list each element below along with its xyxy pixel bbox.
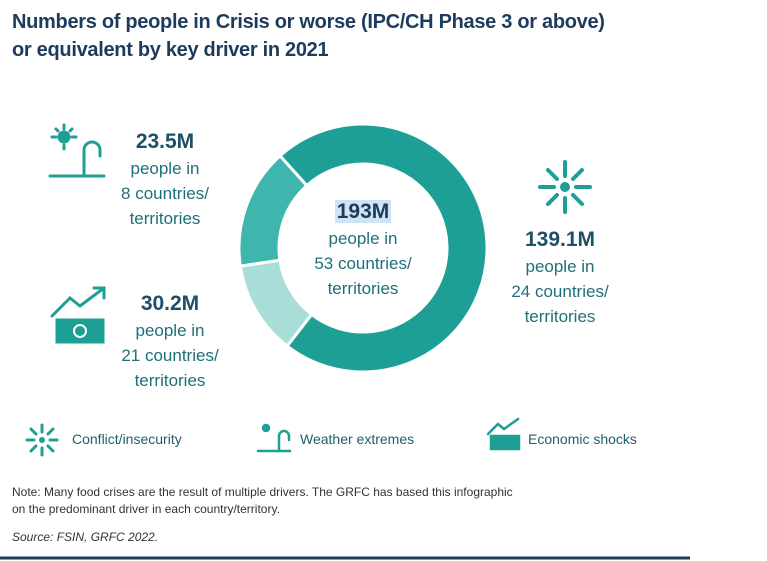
detail: people in [130,159,200,178]
donut [237,122,489,374]
detail: 24 countries/ [511,282,609,301]
center-label: 193M people in 53 countries/ territories [273,198,453,301]
legend-weather-icon [256,423,292,453]
weather-label: 23.5M people in 8 countries/ territories [75,128,255,231]
economic-label: 30.2M people in 21 countries/ territorie… [80,290,260,393]
donut-segment [237,153,309,268]
legend-economic-icon [486,417,521,451]
note: Note: Many food crises are the result of… [12,484,513,518]
note-line: on the predominant driver in each countr… [12,502,280,516]
detail: 21 countries/ [121,346,219,365]
total-label: 193M [334,200,392,223]
title: Numbers of people in Crisis or worse (IP… [12,8,605,64]
legend-entry: Economic shocks [528,431,637,447]
source: Source: FSIN, GRFC 2022. [12,530,159,544]
detail: territories [129,209,201,228]
detail: territories [524,307,596,326]
legend-entry: Conflict/insecurity [72,431,182,447]
title-line: Numbers of people in Crisis or worse (IP… [12,11,605,33]
detail: people in [135,321,205,340]
value-label: 23.5M [135,130,195,153]
economic-icon [50,286,106,344]
weather-icon [48,123,106,178]
detail: people in [328,229,398,248]
legend-conflict-icon [25,423,59,457]
donut-segment [277,122,489,374]
detail: 8 countries/ [121,184,209,203]
detail: territories [134,371,206,390]
conflict-icon [538,160,592,214]
detail: 53 countries/ [314,254,412,273]
value-label: 30.2M [140,292,200,315]
value-label: 139.1M [524,228,596,251]
detail: people in [525,257,595,276]
conflict-label: 139.1M people in 24 countries/ territori… [470,226,650,329]
detail: territories [327,279,399,298]
legend-entry: Weather extremes [300,431,415,447]
title-line: or equivalent by key driver in 2021 [12,39,329,61]
note-line: Note: Many food crises are the result of… [12,485,513,499]
